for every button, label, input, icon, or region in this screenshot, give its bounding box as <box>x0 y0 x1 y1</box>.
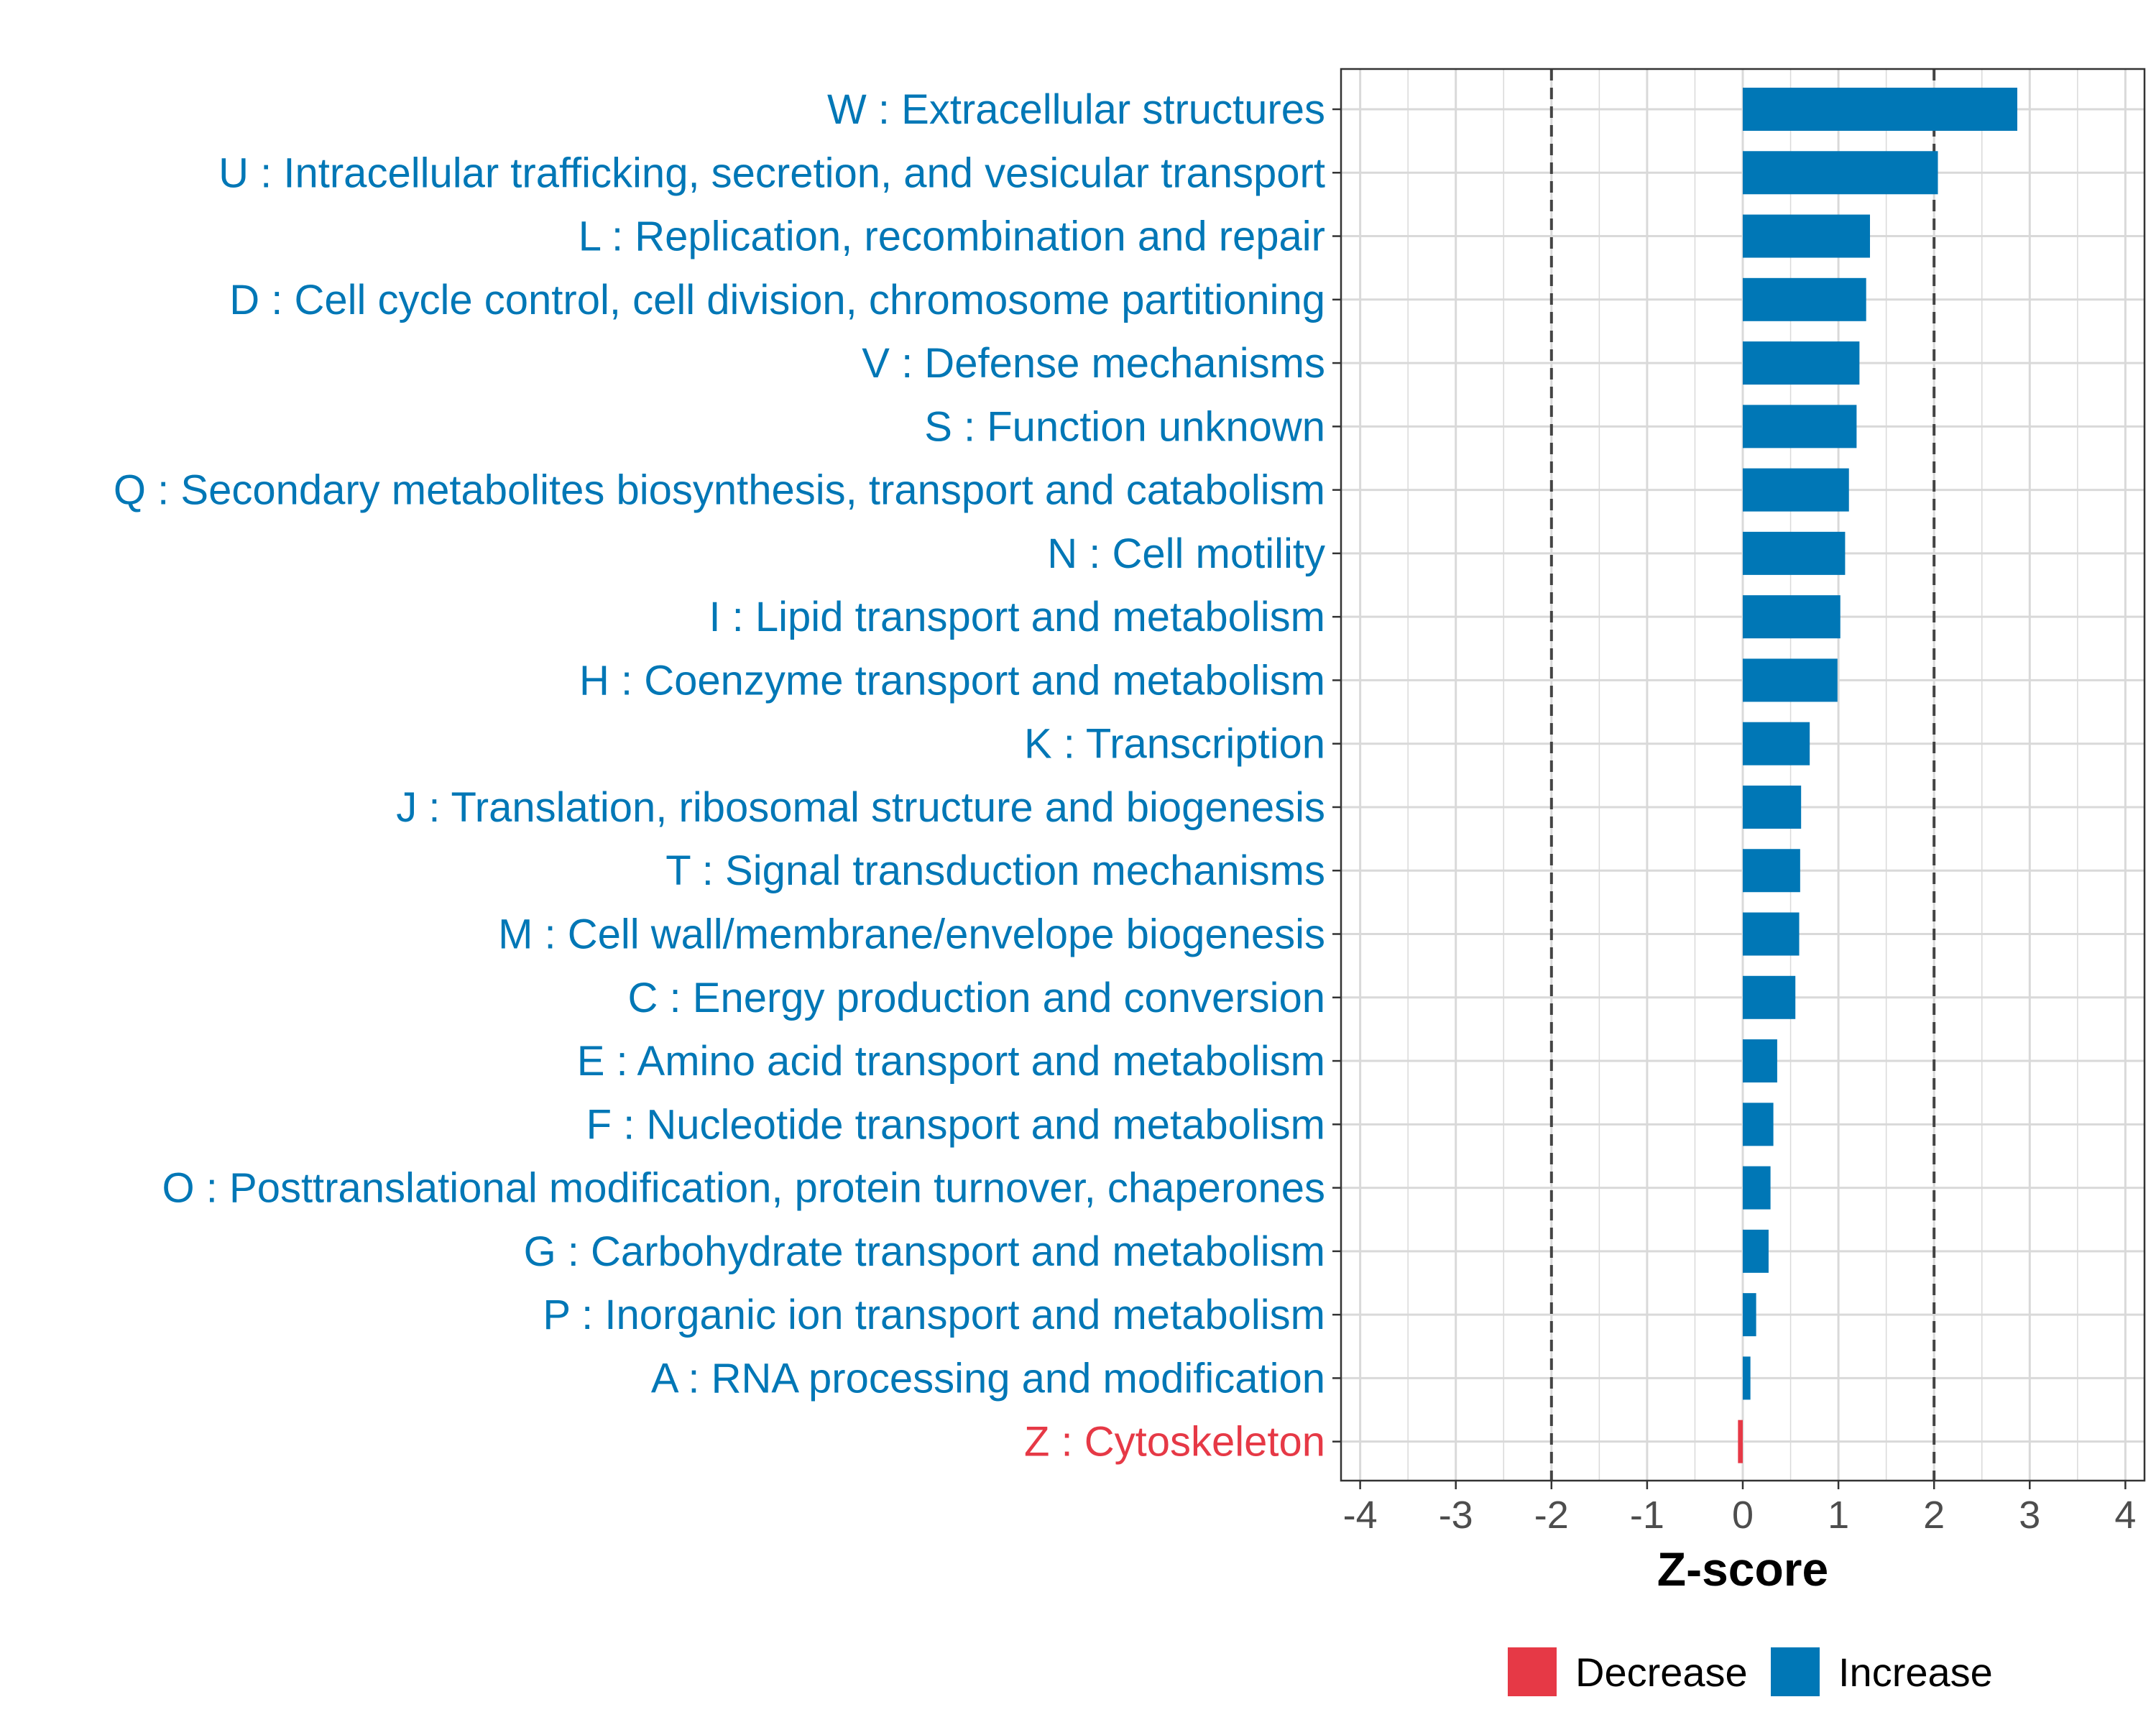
category-label: J : Translation, ribosomal structure and… <box>396 784 1325 831</box>
bar <box>1743 277 1866 321</box>
category-label: P : Inorganic ion transport and metaboli… <box>543 1292 1325 1338</box>
bar <box>1743 214 1871 258</box>
category-label: K : Transcription <box>1024 721 1325 768</box>
bar <box>1743 658 1838 702</box>
x-tick-label: -3 <box>1439 1494 1473 1537</box>
category-label: M : Cell wall/membrane/envelope biogenes… <box>498 911 1325 958</box>
category-label: N : Cell motility <box>1047 530 1325 577</box>
category-label: G : Carbohydrate transport and metabolis… <box>524 1228 1325 1275</box>
bar <box>1738 1420 1743 1463</box>
bar <box>1743 1166 1771 1210</box>
x-tick-label: 3 <box>2019 1494 2040 1537</box>
bar <box>1743 88 2017 131</box>
category-label: U : Intracellular trafficking, secretion… <box>218 150 1325 196</box>
category-label: F : Nucleotide transport and metabolism <box>586 1101 1325 1148</box>
category-label: W : Extracellular structures <box>827 86 1325 133</box>
x-tick-label: -1 <box>1630 1494 1664 1537</box>
category-label: Q : Secondary metabolites biosynthesis, … <box>114 467 1325 514</box>
x-tick-label: 0 <box>1732 1494 1754 1537</box>
bar <box>1743 849 1800 893</box>
bar <box>1743 1356 1751 1400</box>
x-tick-label: -4 <box>1343 1494 1378 1537</box>
legend-swatch <box>1508 1647 1557 1696</box>
category-label: A : RNA processing and modification <box>651 1355 1325 1402</box>
x-tick-label: 2 <box>1923 1494 1945 1537</box>
bar <box>1743 531 1846 575</box>
x-tick-label: 1 <box>1828 1494 1849 1537</box>
bar <box>1743 912 1800 956</box>
reference-lines <box>1549 69 1936 1481</box>
bar <box>1743 722 1810 765</box>
legend-swatch <box>1771 1647 1820 1696</box>
bar <box>1743 785 1802 829</box>
bar <box>1743 468 1849 512</box>
x-axis-ticks: -4 -3 -2 -1 0 1 2 3 4 <box>1343 1481 2136 1537</box>
bar <box>1743 1103 1774 1146</box>
x-axis-title: Z-score <box>1657 1542 1828 1596</box>
y-axis-ticks: W : Extracellular structures U : Intracel… <box>114 86 1341 1466</box>
category-label: S : Function unknown <box>924 403 1325 450</box>
category-label: O : Posttranslational modification, prot… <box>162 1165 1325 1212</box>
bar <box>1743 975 1796 1019</box>
category-label: Z : Cytoskeleton <box>1024 1419 1325 1466</box>
category-label: V : Defense mechanisms <box>862 340 1325 387</box>
category-label: T : Signal transduction mechanisms <box>665 847 1325 894</box>
x-tick-label: -2 <box>1534 1494 1569 1537</box>
category-label: I : Lipid transport and metabolism <box>709 594 1325 640</box>
category-label: H : Coenzyme transport and metabolism <box>579 657 1325 704</box>
bar <box>1743 1229 1769 1273</box>
bar <box>1743 1039 1777 1083</box>
x-tick-label: 4 <box>2114 1494 2136 1537</box>
bars <box>1738 88 2017 1463</box>
category-label: E : Amino acid transport and metabolism <box>577 1038 1325 1085</box>
bar <box>1743 405 1857 448</box>
category-label: L : Replication, recombination and repai… <box>579 213 1325 260</box>
category-label: D : Cell cycle control, cell division, c… <box>229 277 1325 323</box>
bar <box>1743 151 1938 195</box>
bar <box>1743 1293 1756 1337</box>
legend-label: Decrease <box>1575 1650 1748 1695</box>
category-label: C : Energy production and conversion <box>628 975 1325 1021</box>
bar <box>1743 595 1841 639</box>
legend-label: Increase <box>1838 1650 1993 1695</box>
legend: Decrease Increase <box>1508 1647 1993 1696</box>
bar <box>1743 341 1860 385</box>
